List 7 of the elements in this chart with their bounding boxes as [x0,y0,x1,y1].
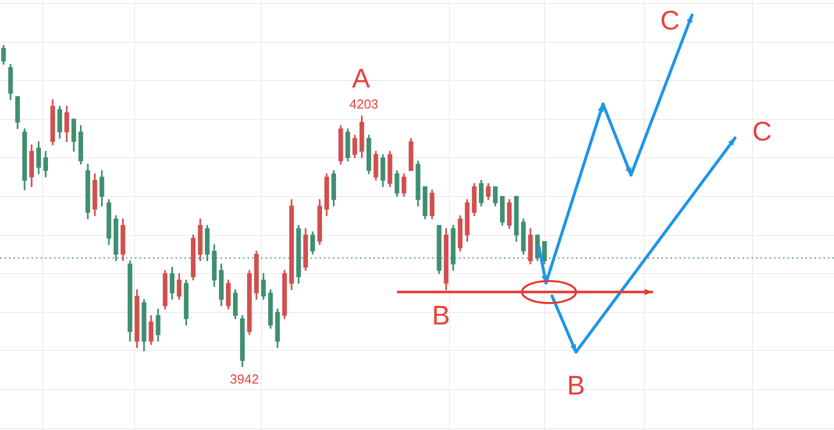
annotation: B [432,300,450,330]
text: C [660,5,680,36]
annotation: A [352,63,370,94]
text: B [566,370,586,400]
annotation: 3942 [230,372,259,387]
text: C [752,116,772,146]
annotation: 4203 [349,96,378,112]
